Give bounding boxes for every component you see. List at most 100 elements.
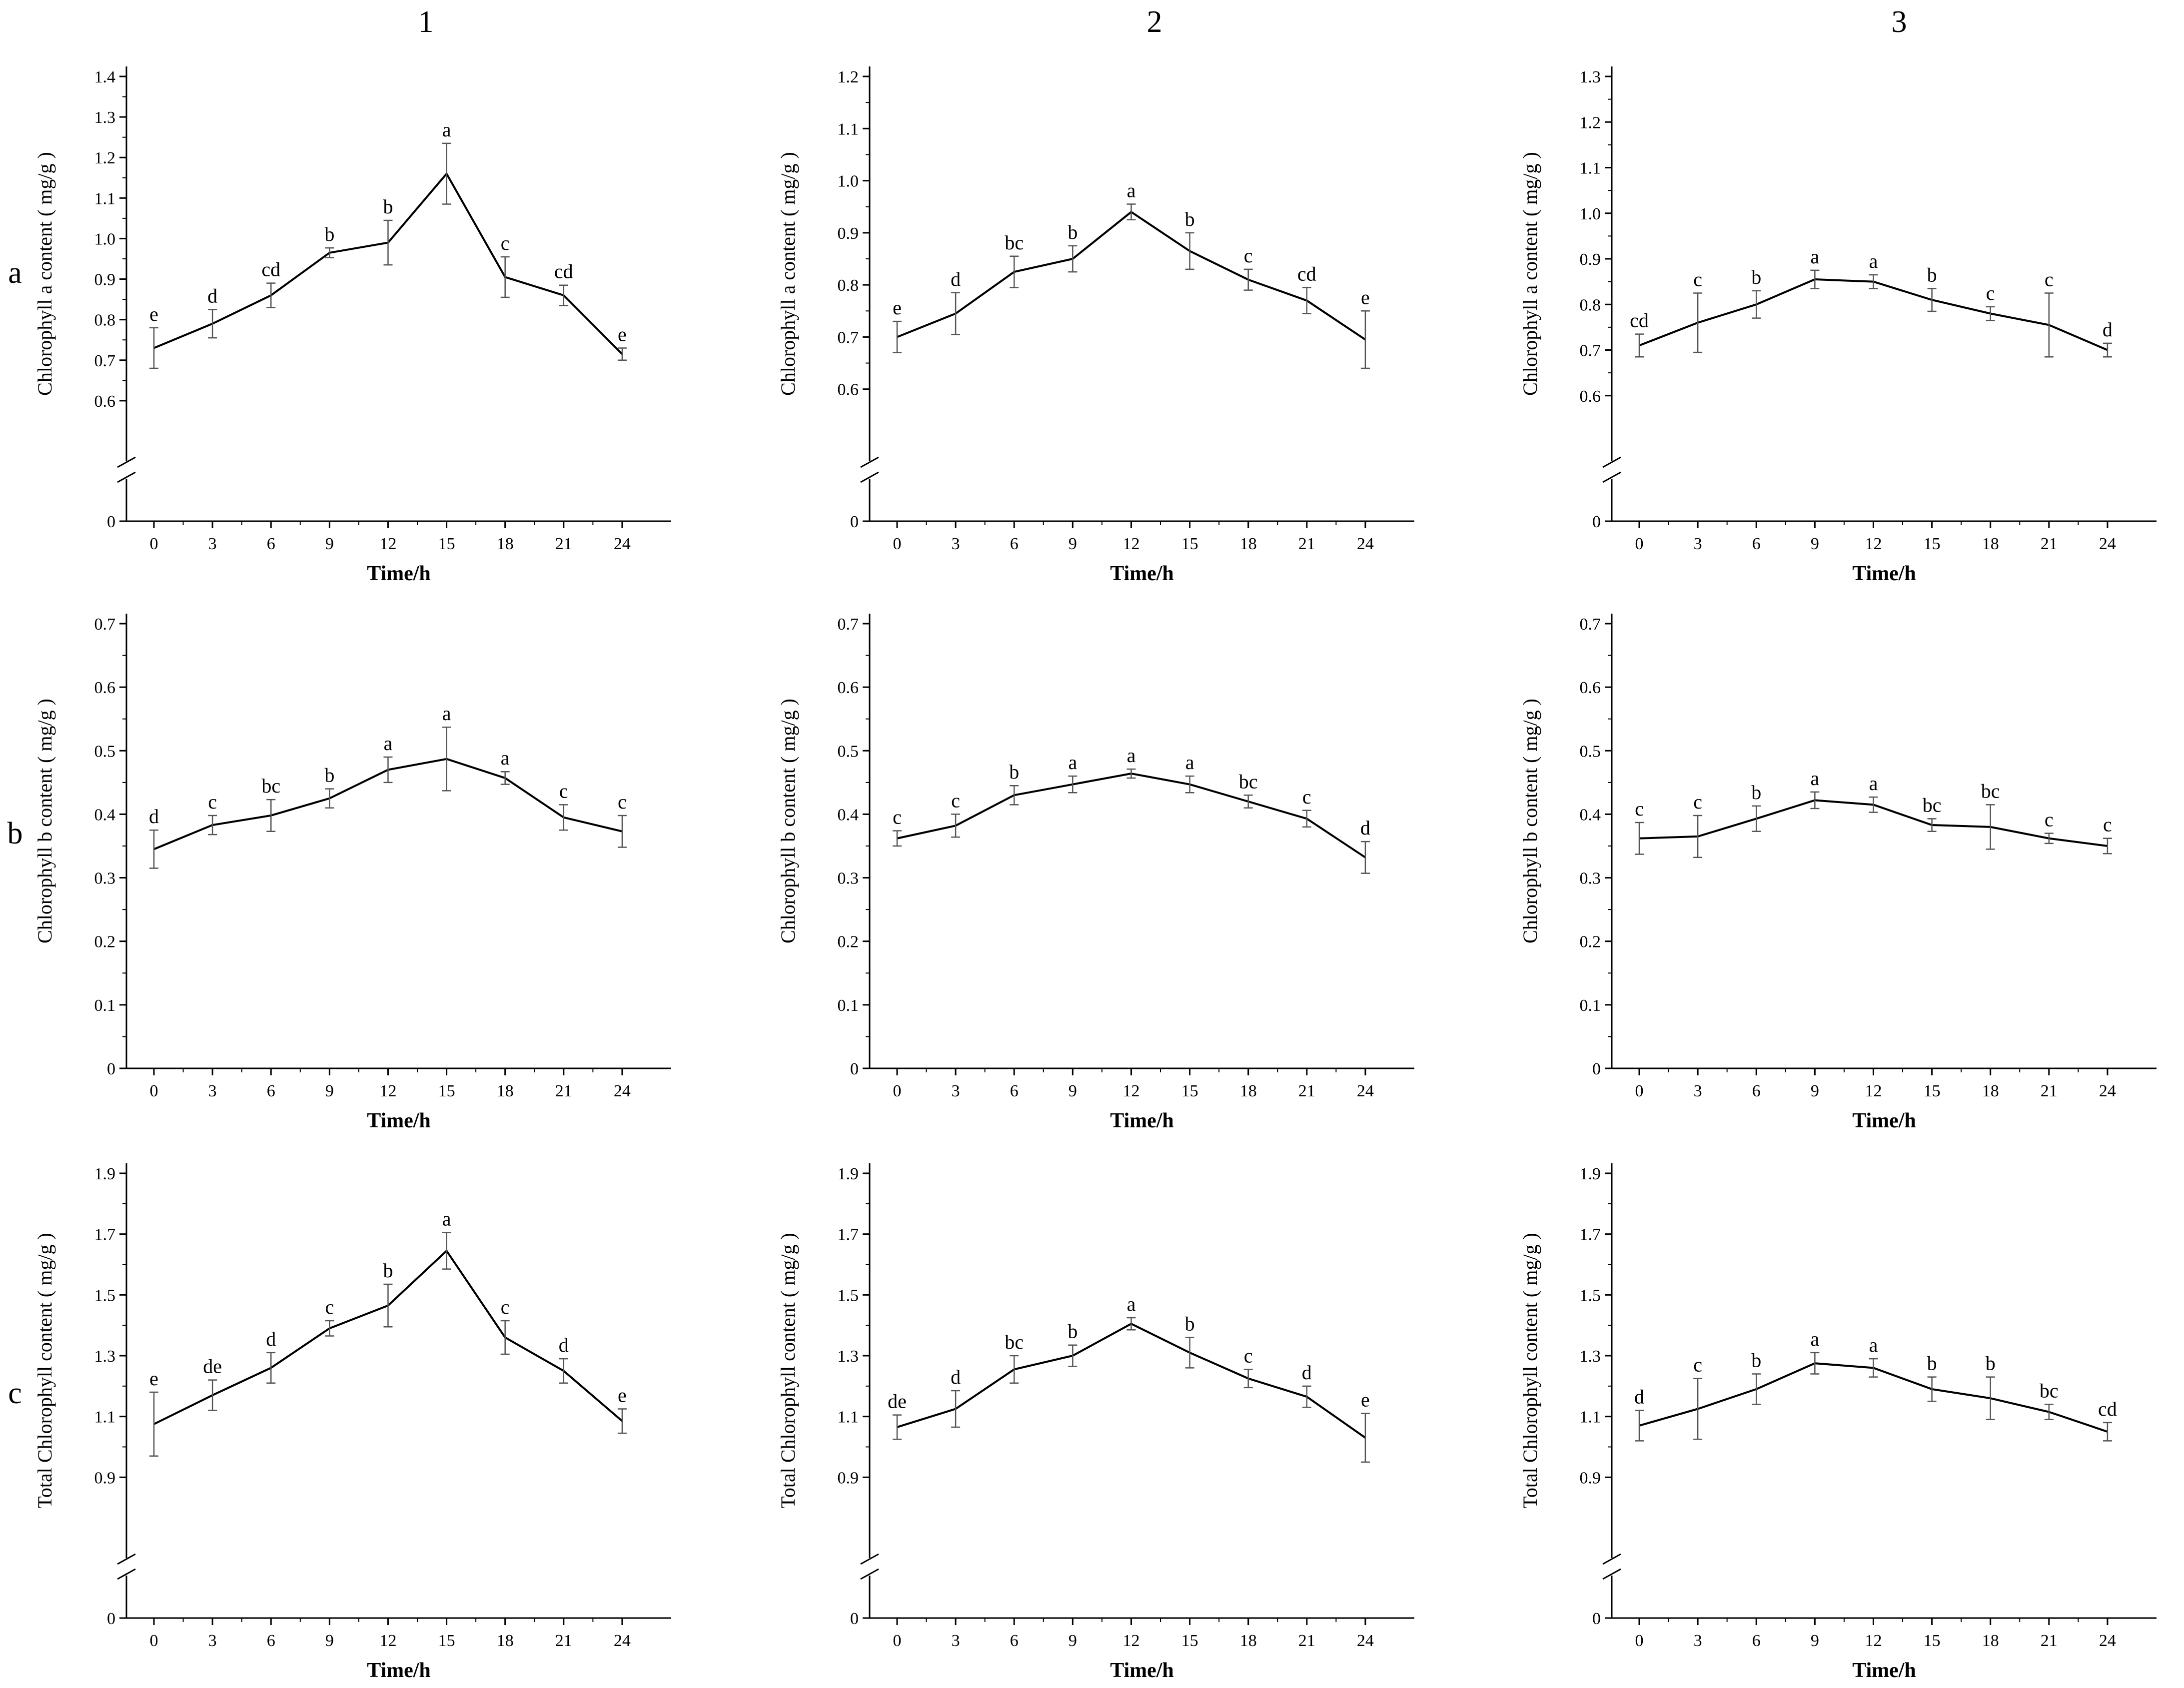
significance-letter: de	[203, 1355, 222, 1378]
significance-letter: d	[1302, 1361, 1312, 1384]
y-tick-label: 1.1	[94, 1408, 116, 1427]
x-tick-label: 9	[1811, 535, 1819, 553]
significance-letter: c	[1244, 244, 1253, 267]
x-tick-label: 9	[325, 1632, 334, 1650]
significance-letter: c	[501, 1296, 510, 1318]
y-axis-title: Chlorophyll a content ( mg/g )	[1519, 152, 1541, 396]
x-tick-label: 0	[893, 535, 902, 553]
significance-letter: b	[324, 764, 334, 787]
y-tick-label: 0	[107, 1610, 115, 1628]
significance-letter: c	[1244, 1344, 1253, 1367]
significance-letter: d	[207, 284, 217, 307]
significance-letter: b	[1751, 266, 1761, 288]
axis-break-mark	[860, 1553, 879, 1565]
significance-letter: c	[2045, 809, 2054, 831]
x-tick-label: 0	[1635, 1082, 1644, 1100]
y-tick-label: 0.7	[94, 352, 116, 370]
y-tick-label: 1.5	[1580, 1286, 1601, 1305]
x-tick-label: 21	[555, 1632, 572, 1650]
significance-letter: e	[149, 303, 158, 325]
x-tick-label: 9	[325, 1082, 334, 1100]
x-tick-label: 12	[1865, 535, 1882, 553]
y-tick-label: 0.9	[1580, 250, 1601, 269]
significance-letter: e	[893, 296, 902, 319]
y-tick-label: 0.6	[1580, 679, 1601, 697]
x-tick-label: 9	[1069, 1082, 1077, 1100]
significance-letter: bc	[1005, 231, 1024, 254]
x-tick-label: 9	[1069, 535, 1077, 553]
x-tick-label: 15	[438, 1632, 455, 1650]
significance-letter: cd	[554, 260, 573, 283]
y-tick-label: 1.0	[1580, 205, 1601, 223]
x-tick-label: 0	[1635, 1632, 1644, 1650]
significance-letter: b	[1185, 208, 1195, 230]
significance-letter: b	[383, 195, 393, 218]
x-tick-label: 9	[1069, 1632, 1077, 1650]
y-tick-label: 1.3	[838, 1347, 859, 1366]
x-tick-label: 3	[208, 535, 217, 553]
x-tick-label: 18	[1240, 1632, 1257, 1650]
significance-letter: c	[559, 780, 568, 802]
significance-letter: a	[442, 1208, 451, 1230]
x-axis-title: Time/h	[1110, 1659, 1174, 1682]
x-tick-label: 3	[1694, 1632, 1702, 1650]
y-tick-label: 1.2	[1580, 113, 1601, 132]
x-tick-label: 6	[267, 1632, 275, 1650]
significance-letter: a	[442, 118, 451, 141]
significance-letter: a	[1810, 767, 1819, 790]
significance-letter: a	[1068, 751, 1077, 774]
y-axis-title: Chlorophyll b content ( mg/g )	[777, 699, 799, 943]
y-tick-label: 0.9	[94, 271, 116, 289]
x-tick-label: 24	[1357, 1632, 1374, 1650]
y-tick-label: 0.8	[838, 276, 859, 295]
y-tick-label: 1.1	[838, 120, 859, 138]
y-tick-label: 0.2	[1580, 933, 1601, 951]
x-tick-label: 18	[1982, 535, 1999, 553]
y-tick-label: 0.9	[94, 1469, 116, 1487]
y-axis-title: Chlorophyll b content ( mg/g )	[1519, 699, 1541, 943]
x-axis-title: Time/h	[1852, 562, 1916, 585]
significance-letter: b	[1927, 1352, 1937, 1375]
significance-letter: c	[1693, 1354, 1702, 1376]
y-tick-label: 0.7	[1580, 615, 1601, 634]
significance-letter: a	[1127, 744, 1136, 767]
y-tick-label: 0.7	[94, 615, 116, 634]
significance-letter: d	[149, 805, 159, 828]
y-tick-label: 0	[850, 1610, 859, 1628]
x-tick-label: 6	[1752, 1082, 1761, 1100]
y-axis-title: Total Chlorophyll content ( mg/g )	[1519, 1233, 1541, 1509]
x-tick-label: 0	[893, 1632, 902, 1650]
chart-panel-c3: 0 0.9 1.1 1.3 1.5 1.7 1.9 0 3 6 9 12 15 18 21 24 Time/h T…	[1519, 1163, 2157, 1682]
x-tick-label: 18	[497, 535, 514, 553]
y-tick-label: 1.1	[1580, 1408, 1601, 1427]
significance-letter: a	[1810, 1328, 1819, 1350]
y-tick-label: 1.3	[94, 108, 116, 127]
x-tick-label: 6	[1752, 535, 1761, 553]
chart-panel-b3: 0 0.1 0.2 0.3 0.4 0.5 0.6 0.7 0 3 6 9 12 15 18 21 24 Time…	[1519, 614, 2157, 1132]
x-tick-label: 15	[1181, 1632, 1198, 1650]
y-tick-label: 0	[1592, 1060, 1601, 1078]
x-tick-label: 6	[267, 535, 275, 553]
significance-letter: d	[951, 1366, 961, 1388]
row-header-b: b	[7, 817, 23, 850]
significance-letter: c	[893, 806, 902, 828]
x-tick-label: 12	[1122, 1632, 1139, 1650]
y-tick-label: 1.0	[94, 230, 116, 248]
significance-letter: d	[2103, 318, 2113, 341]
y-tick-label: 1.9	[1580, 1165, 1601, 1183]
x-axis-title: Time/h	[1110, 1109, 1174, 1132]
x-tick-label: 0	[1635, 535, 1644, 553]
row-header-a: a	[8, 256, 22, 290]
y-tick-label: 0.6	[838, 381, 859, 399]
y-tick-label: 0	[1592, 513, 1601, 531]
y-tick-label: 0.3	[838, 869, 859, 888]
y-axis-title: Chlorophyll a content ( mg/g )	[777, 152, 799, 396]
significance-letter: c	[2103, 814, 2112, 836]
y-tick-label: 1.3	[94, 1347, 116, 1366]
x-tick-label: 12	[379, 1632, 396, 1650]
chart-panel-b2: 0 0.1 0.2 0.3 0.4 0.5 0.6 0.7 0 3 6 9 12 15 18 21 24 Time…	[777, 614, 1414, 1132]
y-tick-label: 0.5	[838, 742, 859, 761]
significance-letter: e	[1361, 1389, 1370, 1411]
significance-letter: de	[888, 1390, 907, 1413]
x-tick-label: 0	[150, 535, 158, 553]
